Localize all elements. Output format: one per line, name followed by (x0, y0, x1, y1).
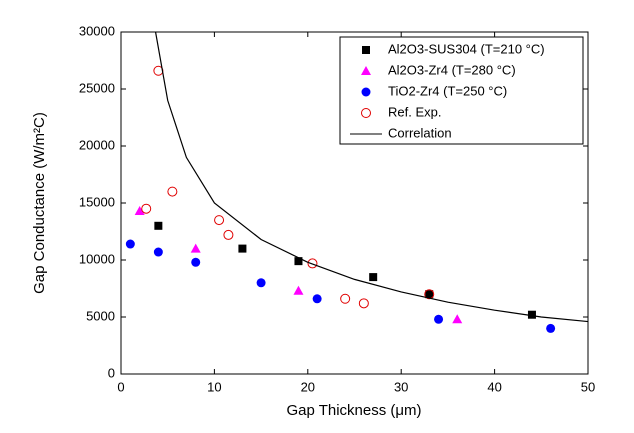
marker-open-circle (307, 258, 318, 269)
marker-circle (125, 239, 135, 249)
x-tick-label: 30 (394, 379, 408, 394)
marker-square (294, 257, 303, 266)
marker-open-circle (340, 293, 351, 304)
marker-circle (191, 257, 201, 267)
x-tick-label: 20 (301, 379, 315, 394)
y-tick-label: 25000 (79, 80, 115, 95)
marker-triangle (134, 205, 145, 215)
marker-triangle (361, 66, 371, 75)
x-axis-label: Gap Thickness (μm) (286, 402, 421, 419)
marker-square (362, 46, 370, 54)
marker-circle (256, 278, 266, 288)
legend-label: TiO2-Zr4 (T=250 °C) (388, 83, 507, 98)
y-tick-label: 20000 (79, 137, 115, 152)
marker-circle (312, 294, 322, 304)
y-tick-label: 30000 (79, 23, 115, 38)
marker-open-circle (361, 108, 371, 118)
marker-open-circle (214, 215, 225, 226)
marker-square (238, 244, 247, 253)
x-tick-label: 50 (581, 379, 595, 394)
x-tick-label: 40 (487, 379, 501, 394)
marker-open-circle (358, 298, 369, 309)
legend-box (339, 36, 584, 145)
marker-square (154, 221, 163, 230)
marker-circle (546, 323, 556, 333)
marker-triangle (452, 314, 463, 324)
marker-square (425, 290, 434, 299)
y-tick-label: 0 (108, 365, 115, 380)
y-axis-label: Gap Conductance (W/m²C) (31, 112, 48, 294)
marker-circle (434, 314, 444, 324)
marker-open-circle (167, 186, 178, 197)
y-tick-label: 5000 (86, 308, 115, 323)
legend-label: Al2O3-SUS304 (T=210 °C) (388, 41, 545, 56)
legend-label: Ref. Exp. (388, 104, 441, 119)
x-tick-label: 10 (207, 379, 221, 394)
y-tick-label: 15000 (79, 194, 115, 209)
x-tick-label: 0 (117, 379, 124, 394)
marker-open-circle (141, 203, 152, 214)
marker-open-circle (424, 289, 435, 300)
correlation-line (154, 31, 589, 323)
y-tick-label: 10000 (79, 251, 115, 266)
marker-square (369, 273, 378, 282)
marker-square (527, 310, 536, 319)
legend-label: Al2O3-Zr4 (T=280 °C) (388, 62, 516, 77)
marker-circle (153, 247, 163, 257)
marker-circle (361, 87, 371, 97)
marker-open-circle (223, 229, 234, 240)
legend-label: Correlation (388, 125, 452, 140)
marker-triangle (190, 243, 201, 253)
marker-triangle (293, 285, 304, 295)
